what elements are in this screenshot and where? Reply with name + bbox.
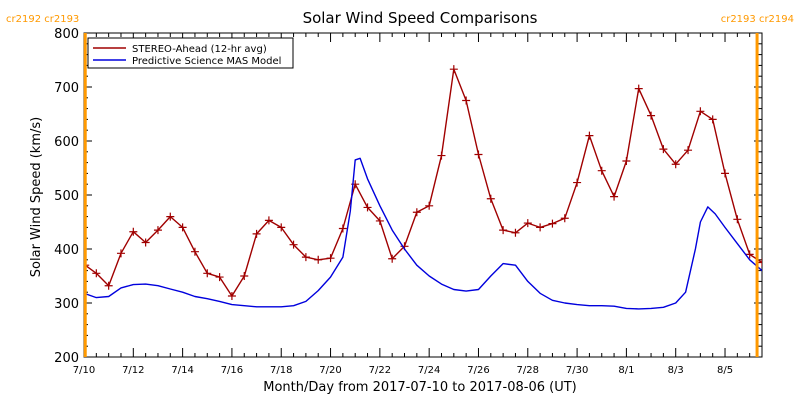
data-point: [573, 178, 582, 187]
data-point: [585, 131, 594, 140]
data-point: [684, 146, 693, 155]
data-point: [314, 255, 323, 264]
x-tick-label: 7/26: [467, 365, 489, 376]
data-point: [92, 269, 101, 278]
data-point: [190, 247, 199, 256]
data-point: [486, 194, 495, 203]
data-point: [104, 281, 113, 290]
data-point: [696, 107, 705, 116]
data-point: [647, 111, 656, 120]
x-tick-label: 7/16: [221, 365, 243, 376]
data-point: [523, 219, 532, 228]
data-point: [671, 160, 680, 169]
x-tick-label: 7/30: [566, 365, 588, 376]
data-point: [610, 192, 619, 201]
data-point: [215, 273, 224, 282]
data-point: [708, 115, 717, 124]
data-point: [548, 219, 557, 228]
x-tick-label: 7/28: [517, 365, 539, 376]
data-point: [240, 272, 249, 280]
y-tick-label: 500: [54, 189, 79, 204]
plot-frame: [83, 32, 763, 358]
y-axis-label: Solar Wind Speed (km/s): [29, 117, 44, 277]
data-point: [289, 240, 298, 249]
data-point: [363, 203, 372, 212]
y-tick-label: 700: [54, 81, 79, 96]
data-point: [511, 228, 520, 237]
data-point: [116, 249, 125, 258]
data-point: [721, 169, 730, 178]
x-tick-label: 7/10: [73, 365, 95, 376]
x-axis-label: Month/Day from 2017-07-10 to 2017-08-06 …: [263, 380, 576, 395]
data-point: [560, 214, 569, 223]
series-line: [84, 157, 762, 310]
chart-title: Solar Wind Speed Comparisons: [303, 9, 538, 27]
series-line: [84, 68, 762, 297]
data-point: [129, 227, 138, 236]
data-point: [474, 150, 483, 159]
series-mas-model: [84, 157, 762, 310]
data-point: [425, 201, 434, 210]
x-tick-label: 8/5: [717, 365, 733, 376]
data-point: [758, 258, 762, 267]
legend: STEREO-Ahead (12-hr avg)Predictive Scien…: [87, 37, 294, 69]
data-point: [634, 84, 643, 93]
legend-label: STEREO-Ahead (12-hr avg): [132, 44, 267, 55]
y-tick-label: 800: [54, 27, 79, 42]
data-point: [462, 96, 471, 105]
data-point: [622, 156, 631, 165]
data-point: [536, 223, 545, 232]
x-tick-label: 7/20: [319, 365, 341, 376]
data-point: [449, 65, 458, 74]
y-tick-label: 300: [54, 297, 79, 312]
carrington-label: cr2192 cr2193: [6, 14, 79, 25]
data-point: [733, 215, 742, 224]
data-point: [141, 238, 150, 247]
x-tick-label: 8/3: [668, 365, 684, 376]
data-point: [326, 254, 335, 263]
series-layer: [84, 65, 762, 310]
data-point: [178, 223, 187, 232]
carrington-label: cr2193 cr2194: [721, 14, 794, 25]
x-tick-label: 7/24: [418, 365, 440, 376]
data-point: [745, 250, 754, 259]
data-point: [166, 212, 175, 221]
data-point: [659, 145, 668, 154]
y-tick-label: 400: [54, 243, 79, 258]
series-stereo-ahead: [84, 65, 762, 300]
data-point: [375, 216, 384, 225]
carrington-layer: cr2192 cr2193 cr2193 cr2194: [6, 14, 794, 357]
data-point: [264, 216, 273, 225]
y-tick-label: 600: [54, 135, 79, 150]
data-point: [412, 208, 421, 217]
data-point: [252, 229, 261, 238]
y-tick-label: 200: [54, 351, 79, 366]
data-point: [153, 226, 162, 235]
data-point: [437, 151, 446, 160]
x-tick-label: 7/22: [369, 365, 391, 376]
data-point: [301, 253, 310, 262]
data-point: [203, 269, 212, 278]
x-tick-label: 7/18: [270, 365, 292, 376]
data-point: [499, 226, 508, 235]
data-point: [388, 254, 397, 263]
data-point: [277, 223, 286, 232]
legend-box: [87, 37, 294, 69]
legend-label: Predictive Science MAS Model: [132, 56, 281, 67]
data-point: [597, 166, 606, 175]
data-point: [338, 224, 347, 233]
x-tick-label: 7/14: [171, 365, 193, 376]
axes-layer: 200 300 400 500 600 700 800 7/10 7/12 7/14 7/16 7/1…: [54, 27, 763, 376]
x-tick-label: 8/1: [618, 365, 634, 376]
data-point: [227, 291, 236, 300]
x-tick-label: 7/12: [122, 365, 144, 376]
